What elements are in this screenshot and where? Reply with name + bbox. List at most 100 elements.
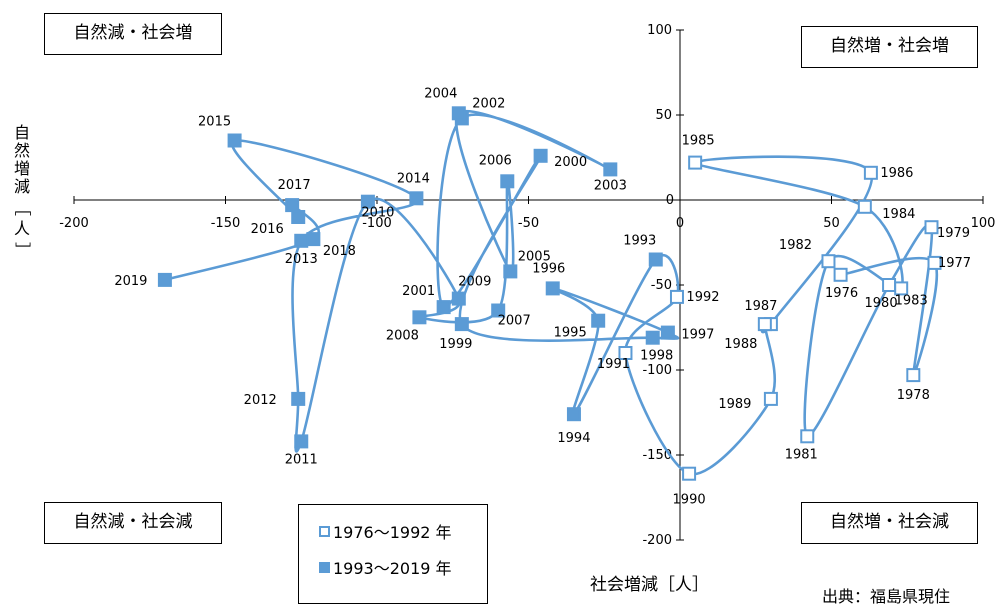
point-1999	[454, 317, 469, 332]
point-1978	[906, 368, 921, 383]
point-label-2007: 2007	[498, 314, 531, 329]
point-2015	[227, 133, 242, 148]
legend-label-1993-2019: 1993〜2019 年	[333, 559, 452, 578]
y-tick-label: -200	[642, 533, 672, 548]
point-label-2019: 2019	[114, 274, 147, 289]
source-note: 出典：福島県現住	[822, 587, 951, 606]
point-1990	[682, 466, 697, 481]
point-2017	[285, 198, 300, 213]
y-axis-label: 自然増減 ［ 人 ］	[13, 123, 32, 259]
point-2012	[291, 391, 306, 406]
point-label-2000: 2000	[554, 155, 587, 170]
y-tick-label: 50	[655, 108, 672, 123]
point-2018	[306, 232, 321, 247]
point-label-2001: 2001	[402, 284, 435, 299]
point-label-2008: 2008	[386, 328, 419, 343]
point-label-1984: 1984	[882, 207, 915, 222]
point-1977	[927, 255, 942, 270]
point-1979	[924, 220, 939, 235]
point-label-1991: 1991	[597, 357, 630, 372]
point-2009	[451, 291, 466, 306]
point-2008	[412, 310, 427, 325]
point-2004	[451, 106, 466, 121]
point-label-2010: 2010	[361, 206, 394, 221]
point-1984	[857, 199, 872, 214]
point-label-1989: 1989	[718, 397, 751, 412]
x-tick-label: -150	[211, 216, 241, 231]
point-2019	[157, 272, 172, 287]
point-label-1987: 1987	[744, 299, 777, 314]
y-tick-label: -150	[642, 448, 672, 463]
point-label-2014: 2014	[397, 171, 430, 186]
point-1992	[669, 289, 684, 304]
x-tick-label: -100	[362, 216, 392, 231]
legend-filled-square-icon	[319, 561, 330, 573]
point-label-1980: 1980	[865, 296, 898, 311]
point-2010	[360, 194, 375, 209]
point-1995	[591, 313, 606, 328]
point-label-2017: 2017	[278, 178, 311, 193]
point-label-2002: 2002	[472, 96, 505, 111]
point-label-2011: 2011	[285, 452, 318, 467]
point-2014	[409, 191, 424, 206]
point-label-1999: 1999	[439, 337, 472, 352]
point-2000	[533, 148, 548, 163]
y-tick-label: 0	[666, 193, 674, 208]
x-tick-label: -50	[518, 216, 539, 231]
quadrant-label-bottom-left: 自然減・社会減	[44, 502, 222, 544]
point-label-1986: 1986	[880, 166, 913, 181]
point-1981	[800, 429, 815, 444]
point-label-2009: 2009	[458, 275, 491, 290]
point-label-2005: 2005	[518, 249, 551, 264]
point-1983	[894, 281, 909, 296]
point-2003	[603, 162, 618, 177]
point-1985	[688, 155, 703, 170]
quadrant-label-top-right: 自然増・社会増	[801, 26, 978, 68]
point-label-1981: 1981	[785, 447, 818, 462]
point-1993	[648, 252, 663, 267]
legend: 1976〜1992 年 1993〜2019 年	[298, 504, 488, 604]
point-label-1985: 1985	[682, 134, 715, 149]
point-label-1979: 1979	[937, 226, 970, 241]
point-label-2003: 2003	[594, 178, 627, 193]
point-label-1988: 1988	[724, 337, 757, 352]
point-1976	[833, 267, 848, 282]
point-label-2004: 2004	[424, 86, 457, 101]
y-tick-label: -100	[642, 363, 672, 378]
point-label-1996: 1996	[532, 261, 565, 276]
point-2011	[294, 434, 309, 449]
point-label-2015: 2015	[198, 115, 231, 130]
point-1997	[660, 325, 675, 340]
point-2013	[294, 233, 309, 248]
point-label-1997: 1997	[681, 328, 714, 343]
x-tick-label: 100	[971, 216, 996, 231]
point-label-1982: 1982	[779, 238, 812, 253]
point-label-1992: 1992	[686, 290, 719, 305]
point-label-2018: 2018	[323, 244, 356, 259]
point-label-1977: 1977	[938, 256, 971, 271]
point-label-1990: 1990	[673, 493, 706, 508]
point-label-2006: 2006	[479, 153, 512, 168]
point-1996	[545, 281, 560, 296]
point-2006	[500, 174, 515, 189]
point-1989	[763, 391, 778, 406]
legend-label-1976-1992: 1976〜1992 年	[333, 523, 452, 542]
x-tick-label: 0	[676, 216, 684, 231]
point-label-1976: 1976	[825, 286, 858, 301]
x-axis-label: 社会増減［人］	[590, 575, 709, 595]
point-2005	[503, 264, 518, 279]
legend-item-1993-2019: 1993〜2019 年	[319, 555, 452, 579]
point-label-1983: 1983	[895, 293, 928, 308]
point-1998	[645, 330, 660, 345]
point-1988	[757, 317, 772, 332]
point-2007	[491, 303, 506, 318]
point-label-2016: 2016	[251, 222, 284, 237]
x-tick-label: -200	[59, 216, 89, 231]
point-label-1998: 1998	[640, 349, 673, 364]
point-label-1978: 1978	[897, 388, 930, 403]
point-label-1993: 1993	[623, 234, 656, 249]
point-1982	[821, 254, 836, 269]
y-tick-label: -50	[651, 278, 672, 293]
point-2001	[436, 300, 451, 315]
